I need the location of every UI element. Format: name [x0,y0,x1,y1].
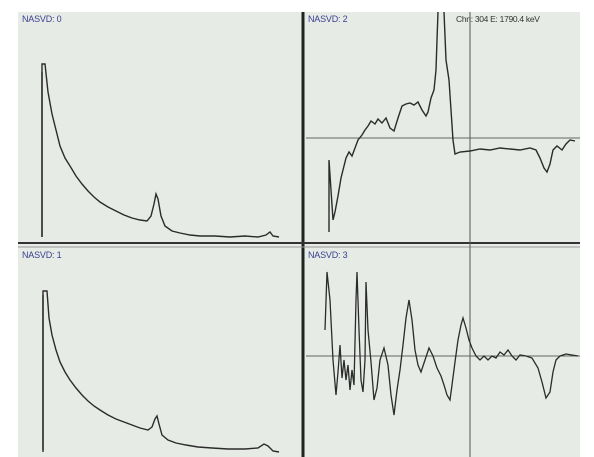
cursor-readout: Chn: 304 E: 1790.4 keV [456,14,540,24]
component-trace-nasvd-2 [328,11,576,232]
spectrum-trace-nasvd-0 [41,63,280,238]
panel-label-nasvd-0: NASVD: 0 [22,14,62,24]
spectrum-trace-nasvd-1 [42,290,280,453]
component-trace-nasvd-3 [324,271,579,416]
panel-label-nasvd-1: NASVD: 1 [22,250,62,260]
panel-label-nasvd-3: NASVD: 3 [308,250,348,260]
plot-area[interactable] [18,12,580,457]
panel-label-nasvd-2: NASVD: 2 [308,14,348,24]
